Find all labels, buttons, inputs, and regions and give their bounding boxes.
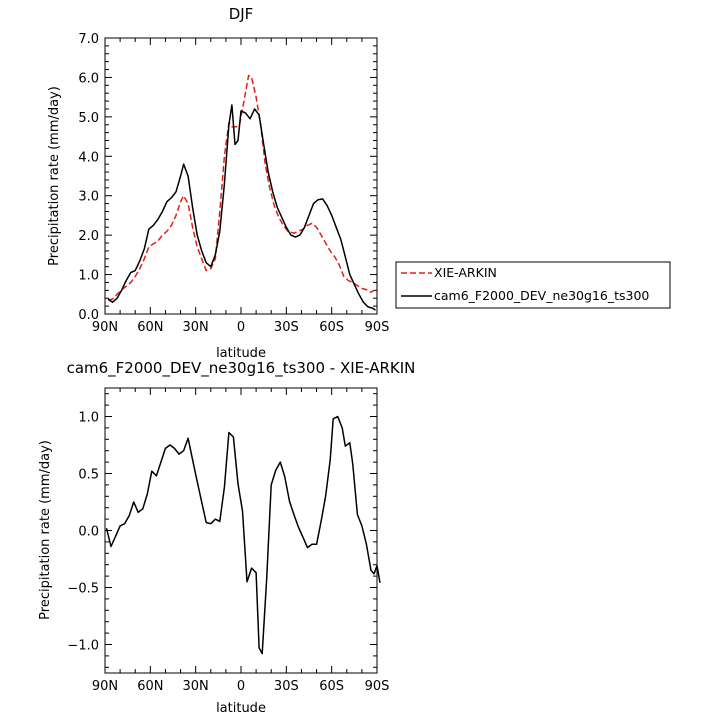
bottom-panel-title: cam6_F2000_DEV_ne30g16_ts300 - XIE-ARKIN [67, 359, 416, 378]
top-x-axis-title: latitude [216, 346, 266, 361]
bottom-plot-frame [104, 387, 378, 674]
top-y-tick-label: 0.0 [78, 308, 99, 323]
legend: XIE-ARKIN cam6_F2000_DEV_ne30g16_ts300 [395, 261, 671, 309]
top-y-tick-label: 2.0 [78, 229, 99, 244]
top-series-line-0 [107, 74, 375, 301]
bottom-x-tick-label: 90S [365, 679, 390, 694]
bottom-series-group [105, 415, 381, 655]
top-x-tick-label: 60S [319, 320, 344, 335]
bottom-series-line-0 [105, 415, 381, 655]
top-y-tick-label: 3.0 [78, 190, 99, 205]
top-y-tick-label: 7.0 [78, 32, 99, 47]
bottom-x-axis-title: latitude [216, 701, 266, 716]
top-x-tick-label: 90S [365, 320, 390, 335]
top-x-tick-label: 0 [237, 320, 245, 335]
bottom-x-tick-label: 60S [319, 679, 344, 694]
bottom-panel: cam6_F2000_DEV_ne30g16_ts300 - XIE-ARKIN… [38, 359, 415, 716]
top-axis-ticks [104, 37, 378, 315]
top-panel-title: DJF [229, 5, 254, 23]
top-x-tick-label: 90N [92, 320, 118, 335]
top-plot-frame [104, 37, 378, 315]
top-y-tick-label: 5.0 [78, 111, 99, 126]
top-x-tick-label: 60N [137, 320, 163, 335]
top-series-group [107, 74, 376, 311]
top-series-line-1 [107, 104, 376, 311]
top-x-tick-label: 30S [274, 320, 299, 335]
bottom-y-tick-label: 0.5 [78, 468, 99, 483]
bottom-y-tick-label: 0.0 [78, 525, 99, 540]
top-panel: DJF 90N 60N 30N 0 30S 60S 90S 0.0 1.0 2.0 3.0 4.0 5… [47, 5, 671, 361]
bottom-x-tick-label: 30N [183, 679, 209, 694]
top-y-axis-title: Precipitation rate (mm/day) [47, 86, 62, 266]
bottom-x-tick-label: 90N [92, 679, 118, 694]
legend-frame [395, 261, 671, 309]
bottom-y-axis-title: Precipitation rate (mm/day) [38, 440, 53, 620]
top-x-tick-labels: 90N 60N 30N 0 30S 60S 90S [92, 320, 390, 335]
bottom-x-tick-labels: 90N 60N 30N 0 30S 60S 90S [92, 679, 390, 694]
top-x-tick-label: 30N [183, 320, 209, 335]
top-y-tick-label: 4.0 [78, 150, 99, 165]
legend-label-cam6: cam6_F2000_DEV_ne30g16_ts300 [434, 288, 649, 303]
top-y-tick-label: 1.0 [78, 269, 99, 284]
bottom-x-tick-label: 0 [237, 679, 245, 694]
bottom-x-tick-label: 60N [137, 679, 163, 694]
bottom-x-tick-label: 30S [274, 679, 299, 694]
bottom-y-tick-label: −0.5 [67, 582, 99, 597]
top-y-tick-labels: 0.0 1.0 2.0 3.0 4.0 5.0 6.0 7.0 [78, 32, 99, 323]
legend-label-xie-arkin: XIE-ARKIN [434, 265, 497, 280]
bottom-y-tick-label: 1.0 [78, 411, 99, 426]
top-y-tick-label: 6.0 [78, 71, 99, 86]
bottom-axis-ticks [104, 388, 378, 673]
bottom-y-tick-labels: −1.0 −0.5 0.0 0.5 1.0 [67, 411, 99, 654]
bottom-y-tick-label: −1.0 [67, 639, 99, 654]
